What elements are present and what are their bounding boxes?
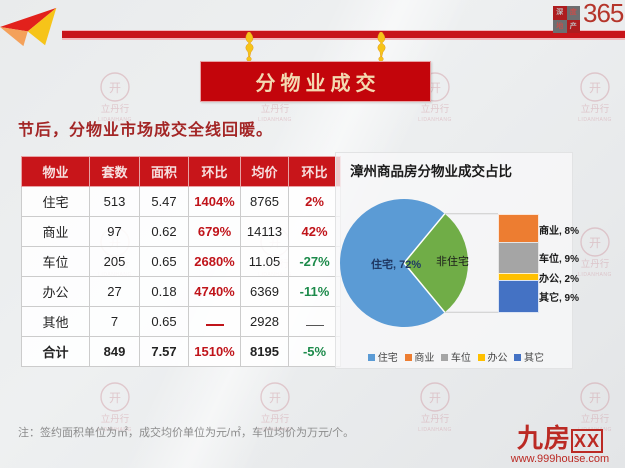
svg-text:住宅, 72%: 住宅, 72%: [371, 257, 421, 271]
svg-text:非住宅: 非住宅: [436, 254, 469, 268]
